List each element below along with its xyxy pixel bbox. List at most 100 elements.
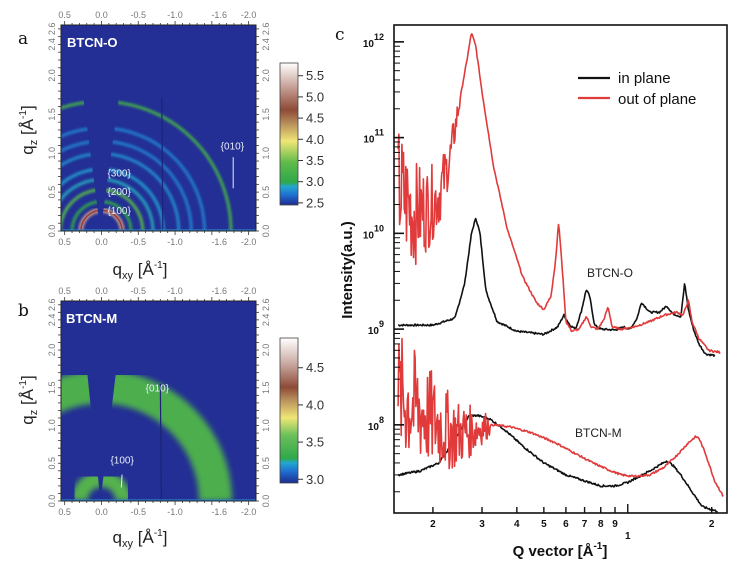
colorbar-tick-label: 3.5 xyxy=(306,153,324,168)
chart-c-curves xyxy=(397,33,724,513)
x-tick-label-top: -0.5 xyxy=(131,286,147,296)
colorbar-a-ticks: 2.5 3.0 3.5 4.0 4.5 5.0 5.5 xyxy=(298,68,324,210)
panel-label-c: c xyxy=(335,25,345,45)
x-tick-label-top: -2.0 xyxy=(241,10,257,20)
detector-gap-line xyxy=(159,384,162,501)
chart-c-frame xyxy=(393,24,728,514)
x-tick-label: -2.0 xyxy=(241,507,257,517)
reflection-label: {010} xyxy=(146,384,170,395)
y-tick-exponent: 9 xyxy=(379,319,384,329)
x-tick-label: 2 xyxy=(709,519,715,530)
reflection-marker-100 xyxy=(120,474,123,488)
y-tick-base: 10 xyxy=(363,39,375,50)
y-tick-label: 109 xyxy=(368,319,384,337)
x-tick-label: -0.5 xyxy=(131,507,147,517)
legend-label-in-plane: in plane xyxy=(618,70,671,87)
x-tick-label: -0.5 xyxy=(131,237,147,247)
x-tick-label-top: -2.0 xyxy=(241,286,257,296)
y-tick-label: 0.0 xyxy=(47,495,57,508)
y-tick-base: 10 xyxy=(363,135,375,146)
y-tick-label: 1.0 xyxy=(47,419,57,432)
y-tick-label: 2.0 xyxy=(47,69,57,82)
heatmap-a-rings xyxy=(61,25,256,231)
colorbar-tick-label: 4.0 xyxy=(306,397,324,412)
reflection-label: {200} xyxy=(107,187,131,198)
x-tick-label: 0.5 xyxy=(58,237,71,247)
x-tick-label: 4 xyxy=(514,519,520,530)
x-tick-label: 3 xyxy=(479,519,485,530)
y-tick-base: 10 xyxy=(368,422,380,433)
x-tick-label: -1.0 xyxy=(167,237,183,247)
heatmap-b-frame xyxy=(60,300,257,502)
y-tick-label-right: 0.0 xyxy=(261,495,271,508)
xlabel-a: qxy [Å-1] xyxy=(113,260,168,282)
panel-label-a: a xyxy=(18,29,28,49)
colorbar-tick-label: 4.5 xyxy=(306,360,324,375)
y-tick-label-right: 1.0 xyxy=(261,147,271,160)
missing-wedge xyxy=(74,25,129,231)
y-tick-label: 0.5 xyxy=(47,457,57,470)
x-tick-label: -1.0 xyxy=(167,507,183,517)
colorbar-tick-label: 3.0 xyxy=(306,472,324,487)
reflection-label: {100} xyxy=(107,206,131,217)
x-tick-label: -1.6 xyxy=(211,237,227,247)
heatmap-a-axes: 0.50.50.00.0-0.5-0.5-1.0-1.0-1.6-1.6-2.0… xyxy=(47,10,271,247)
sample-label-b: BTCN-M xyxy=(66,311,117,326)
reflection-label: {300} xyxy=(107,169,131,180)
heatmap-panel-a: BTCN-O {100} {200} {300} {010} 0.5 0.5 0.0 0.0… xyxy=(18,10,324,282)
y-tick-label: 2.0 xyxy=(47,344,57,357)
y-tick-label-right: 1.5 xyxy=(261,382,271,395)
colorbar-a xyxy=(279,62,299,206)
x-tick-label-top: -1.0 xyxy=(167,10,183,20)
reflection-labels-a: {100} {200} {300} {010} xyxy=(107,141,244,217)
sample-label-a: BTCN-O xyxy=(67,35,118,50)
colorbar-tick-label: 3.0 xyxy=(306,174,324,189)
y-tick-label-right: 2.0 xyxy=(261,69,271,82)
y-tick-label: 1011 xyxy=(363,128,384,146)
colorbar-b xyxy=(279,337,299,484)
ylabel-c: Intensity(a.u.) xyxy=(339,221,356,319)
colorbar-tick-label: 2.5 xyxy=(306,195,324,210)
colorbar-tick-label: 4.5 xyxy=(306,111,324,126)
y-tick-label: 2.6 xyxy=(47,299,57,312)
xlabel-b: qxy [Å-1] xyxy=(113,528,168,550)
y-tick-label: 1012 xyxy=(363,32,384,50)
x-tick-label-top: -1.6 xyxy=(211,10,227,20)
y-tick-base: 10 xyxy=(363,230,375,241)
x-tick-label-top: 0.0 xyxy=(95,286,108,296)
missing-wedge xyxy=(79,301,125,501)
colorbar-tick-label: 5.5 xyxy=(306,68,324,83)
y-tick-label: 0.5 xyxy=(47,186,57,199)
x-tick-label-top: -1.6 xyxy=(211,286,227,296)
y-tick-exponent: 11 xyxy=(374,128,384,138)
y-tick-label-right: 2.6 xyxy=(261,23,271,36)
y-tick-label-right: 0.0 xyxy=(261,225,271,238)
y-tick-label-right: 2.0 xyxy=(261,344,271,357)
heatmap-b-axes: 0.50.50.00.0-0.5-0.5-1.0-1.0-1.6-1.6-2.0… xyxy=(47,286,271,517)
ylabel-b: qz [Å-1] xyxy=(18,375,40,424)
y-tick-label-right: 0.5 xyxy=(261,186,271,199)
y-tick-label: 1010 xyxy=(363,223,384,241)
colorbar-b-ticks: 3.0 3.5 4.0 4.5 xyxy=(298,360,324,487)
colorbar-tick-label: 5.0 xyxy=(306,89,324,104)
x-tick-label-top: 0.5 xyxy=(58,10,71,20)
legend: in plane out of plane xyxy=(578,70,696,108)
x-tick-label: 0.5 xyxy=(58,507,71,517)
y-tick-exponent: 8 xyxy=(379,415,384,425)
y-tick-base: 10 xyxy=(368,326,380,337)
annotation-btcn-m: BTCN-M xyxy=(575,426,622,440)
y-tick-label-right: 0.5 xyxy=(261,457,271,470)
x-tick-label: -1.6 xyxy=(211,507,227,517)
x-tick-label-top: 0.0 xyxy=(95,10,108,20)
x-tick-label: 8 xyxy=(598,519,604,530)
reflection-label: {100} xyxy=(110,455,134,466)
reflection-label: {010} xyxy=(221,141,245,152)
y-tick-label: 1.5 xyxy=(47,382,57,395)
y-tick-exponent: 12 xyxy=(374,32,384,42)
colorbar-tick-label: 3.5 xyxy=(306,435,324,450)
y-tick-label-right: 1.0 xyxy=(261,419,271,432)
y-tick-label-right: 1.5 xyxy=(261,108,271,121)
